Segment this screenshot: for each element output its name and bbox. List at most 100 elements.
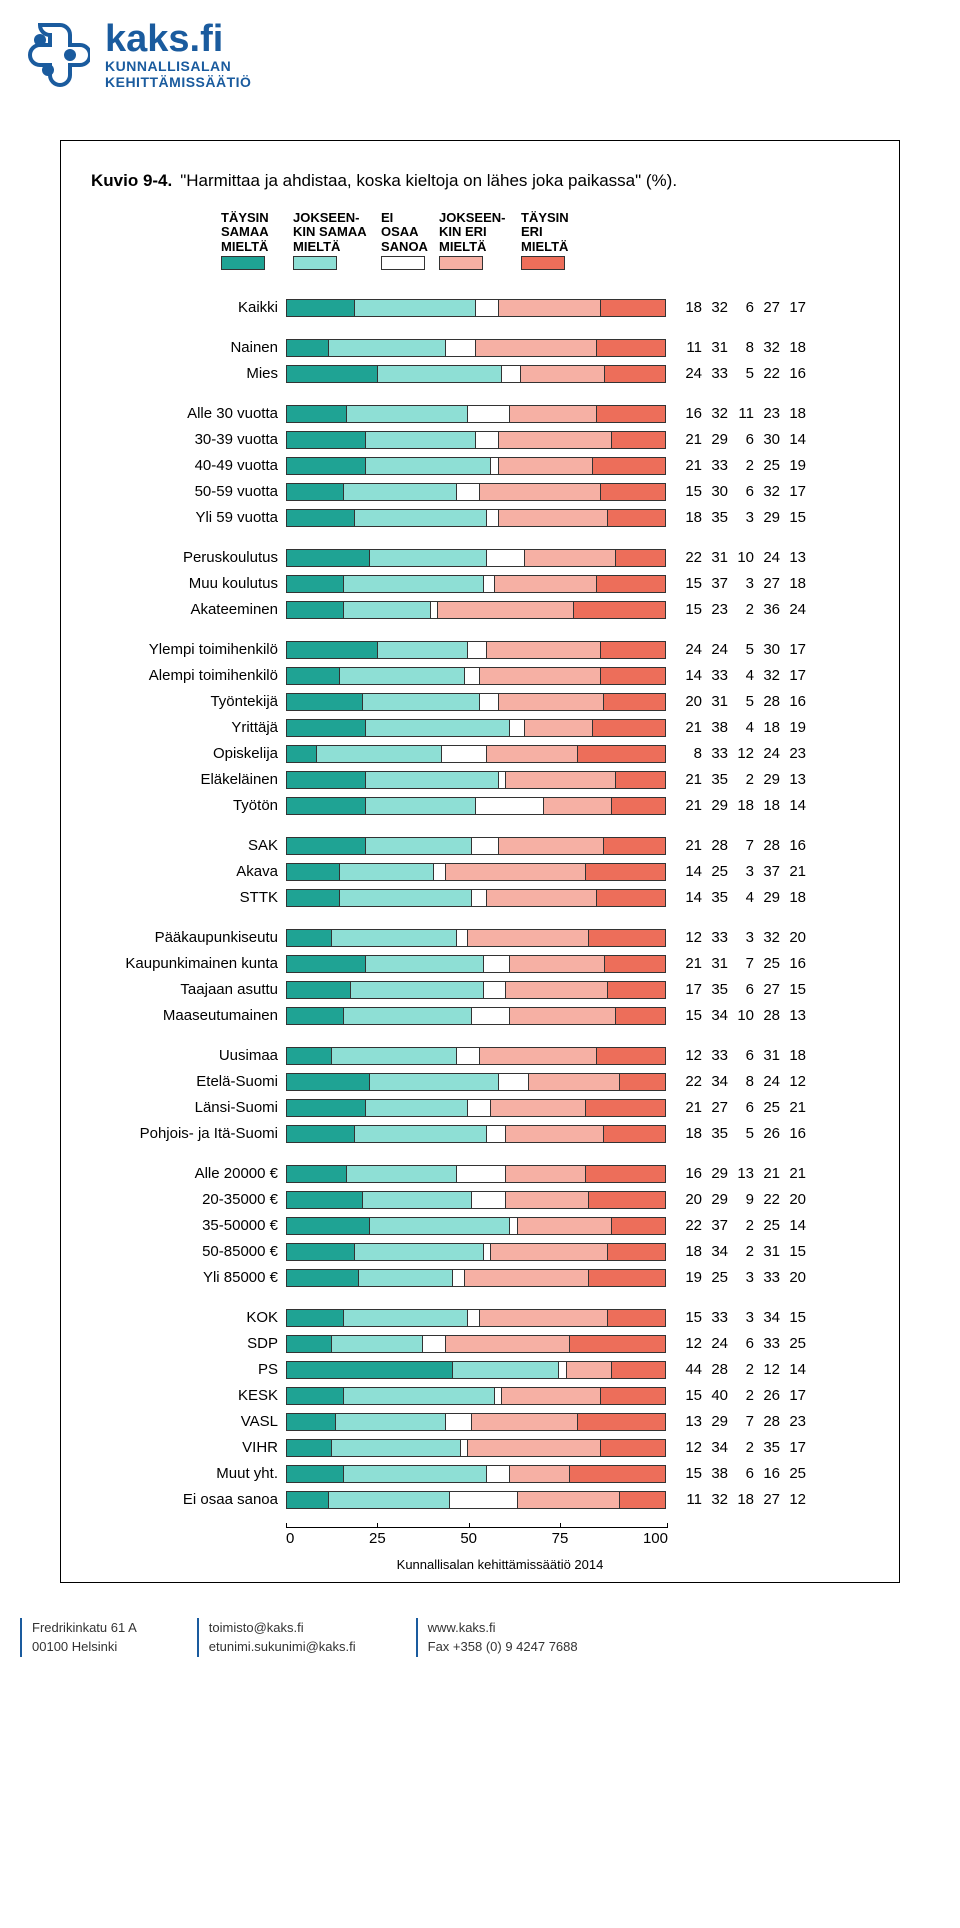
bar-segment	[506, 1192, 589, 1208]
chart-row: Yrittäjä213841819	[91, 715, 869, 741]
bar-segment	[287, 1310, 344, 1326]
bar-segment	[355, 1126, 487, 1142]
legend-label: EI OSAA SANOA	[381, 211, 439, 254]
row-label: 35-50000 €	[91, 1217, 286, 1234]
value-cell: 2	[728, 1387, 754, 1404]
bar-segment	[510, 956, 605, 972]
bar-segment	[468, 930, 589, 946]
bar-segment	[510, 720, 525, 736]
bar-segment	[355, 300, 476, 316]
row-label: Alle 20000 €	[91, 1165, 286, 1182]
bar-segment	[604, 838, 664, 854]
bar-segment	[287, 864, 340, 880]
chart-row: Opiskelija833122423	[91, 741, 869, 767]
value-cell: 18	[780, 405, 806, 422]
axis-tick: 100	[643, 1530, 668, 1547]
bar-segment	[287, 1388, 344, 1404]
value-cell: 25	[754, 1217, 780, 1234]
bar-segment	[612, 432, 665, 448]
bar-segment	[608, 982, 665, 998]
bar-segment	[287, 510, 355, 526]
value-cell: 33	[702, 667, 728, 684]
value-cell: 21	[676, 837, 702, 854]
chart-row: Työntekijä203152816	[91, 689, 869, 715]
chart-row: KOK153333415	[91, 1305, 869, 1331]
chart-row: Muu koulutus153732718	[91, 571, 869, 597]
bar-segment	[586, 1166, 665, 1182]
value-cell: 23	[702, 601, 728, 618]
bar-segment	[434, 864, 445, 880]
bar-segment	[586, 1100, 665, 1116]
bar-segment	[612, 1218, 665, 1234]
bar-segment	[570, 1466, 665, 1482]
chart-row: VIHR123423517	[91, 1435, 869, 1461]
bar-segment	[480, 1048, 597, 1064]
bar-segment	[457, 484, 480, 500]
chart-row: Alle 30 vuotta1632112318	[91, 401, 869, 427]
row-label: Kaupunkimainen kunta	[91, 955, 286, 972]
stacked-bar	[286, 483, 666, 501]
value-cell: 25	[754, 1099, 780, 1116]
bar-segment	[608, 510, 665, 526]
value-cell: 15	[780, 1309, 806, 1326]
value-cell: 12	[676, 929, 702, 946]
value-cell: 14	[676, 863, 702, 880]
value-cell: 17	[780, 1387, 806, 1404]
bar-segment	[499, 510, 609, 526]
chart-row: Peruskoulutus2231102413	[91, 545, 869, 571]
stacked-bar	[286, 299, 666, 317]
value-cell: 33	[702, 1047, 728, 1064]
bar-segment	[597, 890, 665, 906]
row-label: Yrittäjä	[91, 719, 286, 736]
row-label: 20-35000 €	[91, 1191, 286, 1208]
value-cell: 31	[754, 1243, 780, 1260]
row-label: VASL	[91, 1413, 286, 1430]
bar-segment	[366, 458, 491, 474]
bar-segment	[287, 406, 347, 422]
value-cell: 24	[754, 549, 780, 566]
value-cell: 18	[754, 719, 780, 736]
bar-segment	[601, 484, 665, 500]
value-cell: 24	[754, 1073, 780, 1090]
row-values: 192533320	[666, 1269, 806, 1286]
row-label: Pohjois- ja Itä-Suomi	[91, 1125, 286, 1142]
value-cell: 13	[780, 549, 806, 566]
bar-segment	[363, 1192, 473, 1208]
bar-segment	[487, 746, 578, 762]
axis-tick: 25	[369, 1530, 386, 1547]
value-cell: 28	[754, 1413, 780, 1430]
value-cell: 28	[754, 1007, 780, 1024]
bar-segment	[597, 340, 665, 356]
row-values: 113183218	[666, 339, 806, 356]
value-cell: 25	[780, 1335, 806, 1352]
value-cell: 33	[754, 1335, 780, 1352]
value-cell: 30	[754, 431, 780, 448]
chart-caption: Kunnallisalan kehittämissäätiö 2014	[131, 1557, 869, 1572]
bar-segment	[332, 1336, 423, 1352]
chart-row: Työtön2129181814	[91, 793, 869, 819]
value-cell: 14	[780, 431, 806, 448]
value-cell: 37	[702, 1217, 728, 1234]
bar-segment	[287, 484, 344, 500]
row-values: 223722514	[666, 1217, 806, 1234]
value-cell: 13	[676, 1413, 702, 1430]
row-values: 203152816	[666, 693, 806, 710]
stacked-bar	[286, 1243, 666, 1261]
legend-label: JOKSEEN- KIN ERI MIELTÄ	[439, 211, 521, 254]
value-cell: 26	[754, 1387, 780, 1404]
bar-segment	[351, 982, 483, 998]
bar-segment	[423, 1336, 446, 1352]
value-cell: 12	[676, 1047, 702, 1064]
row-values: 153063217	[666, 483, 806, 500]
value-cell: 2	[728, 1361, 754, 1378]
bar-segment	[287, 890, 340, 906]
legend-swatch	[439, 256, 483, 270]
bar-segment	[620, 1492, 665, 1508]
bar-segment	[472, 1008, 510, 1024]
bar-segment	[287, 1192, 363, 1208]
row-values: 2129181814	[666, 797, 806, 814]
chart-row: Alempi toimihenkilö143343217	[91, 663, 869, 689]
value-cell: 11	[676, 1491, 702, 1508]
value-cell: 40	[702, 1387, 728, 1404]
chart-group: KOK153333415SDP122463325PS442821214KESK1…	[91, 1305, 869, 1513]
